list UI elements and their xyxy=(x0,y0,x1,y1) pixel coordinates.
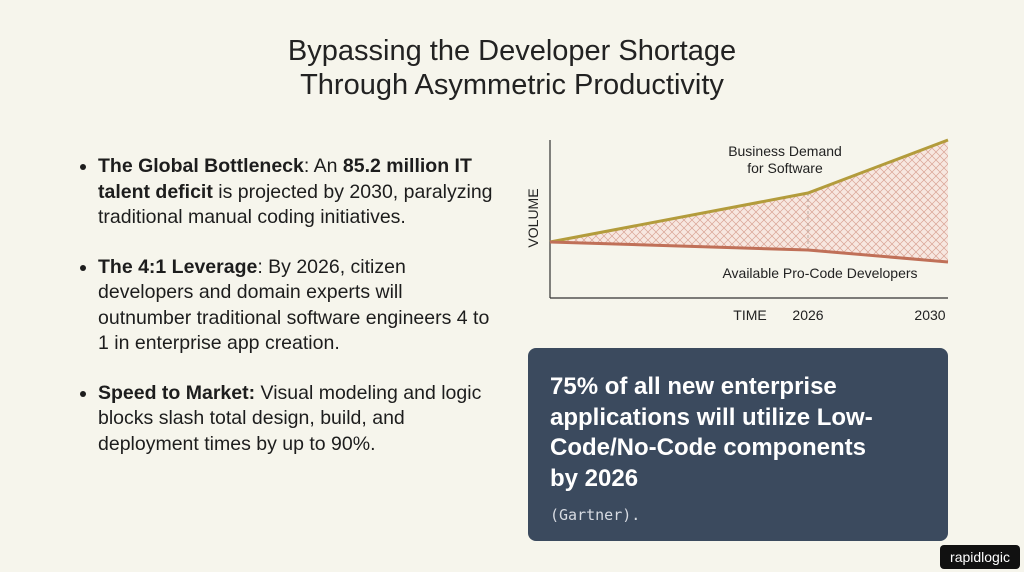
callout-source: (Gartner). xyxy=(550,506,641,524)
y-label: VOLUME xyxy=(525,188,541,247)
bullet-emphasis: 85.2 million IT talent deficit xyxy=(98,155,472,203)
bullet-heading: The 4:1 Leverage xyxy=(98,255,258,278)
x-label: TIME xyxy=(733,307,766,323)
bullet: The Global Bottleneck: An 85.2 million I… xyxy=(98,154,498,231)
title-line: Bypassing the Developer Shortage xyxy=(287,35,737,67)
title: Bypassing the Developer Shortage Through… xyxy=(0,34,1024,102)
gap-area xyxy=(550,140,948,262)
logo: rapidlogic xyxy=(940,545,1020,569)
bullet-text: Visual modeling and logic blocks slash t… xyxy=(98,381,482,455)
demand-label: Business Demand xyxy=(728,143,842,159)
x-mark: 2026 xyxy=(792,307,823,323)
bullet-text: : An xyxy=(303,155,343,177)
bullet-text: is projected by 2030, paralyzing traditi… xyxy=(98,180,493,229)
bullet-text: : By 2026, citizen developers and domain… xyxy=(98,255,490,355)
demand-label: for Software xyxy=(747,160,823,176)
callout: 75% of all new enterprise applications w… xyxy=(528,348,948,541)
bullet: Speed to Market: Visual modeling and log… xyxy=(98,381,498,458)
x-mark: 2030 xyxy=(914,307,945,323)
bullet: The 4:1 Leverage: By 2026, citizen devel… xyxy=(98,255,498,357)
callout-text: 75% of all new enterprise applications w… xyxy=(550,373,873,492)
supply-label: Available Pro-Code Developers xyxy=(722,265,917,281)
demand-line xyxy=(549,138,949,244)
bullet-heading: The Global Bottleneck xyxy=(98,155,304,177)
supply-line xyxy=(549,240,949,264)
bullet-heading: Speed to Market: xyxy=(98,381,256,404)
bullet-list: The Global Bottleneck: An 85.2 million I… xyxy=(78,154,498,481)
title-line: Through Asymmetric Productivity xyxy=(300,69,724,101)
